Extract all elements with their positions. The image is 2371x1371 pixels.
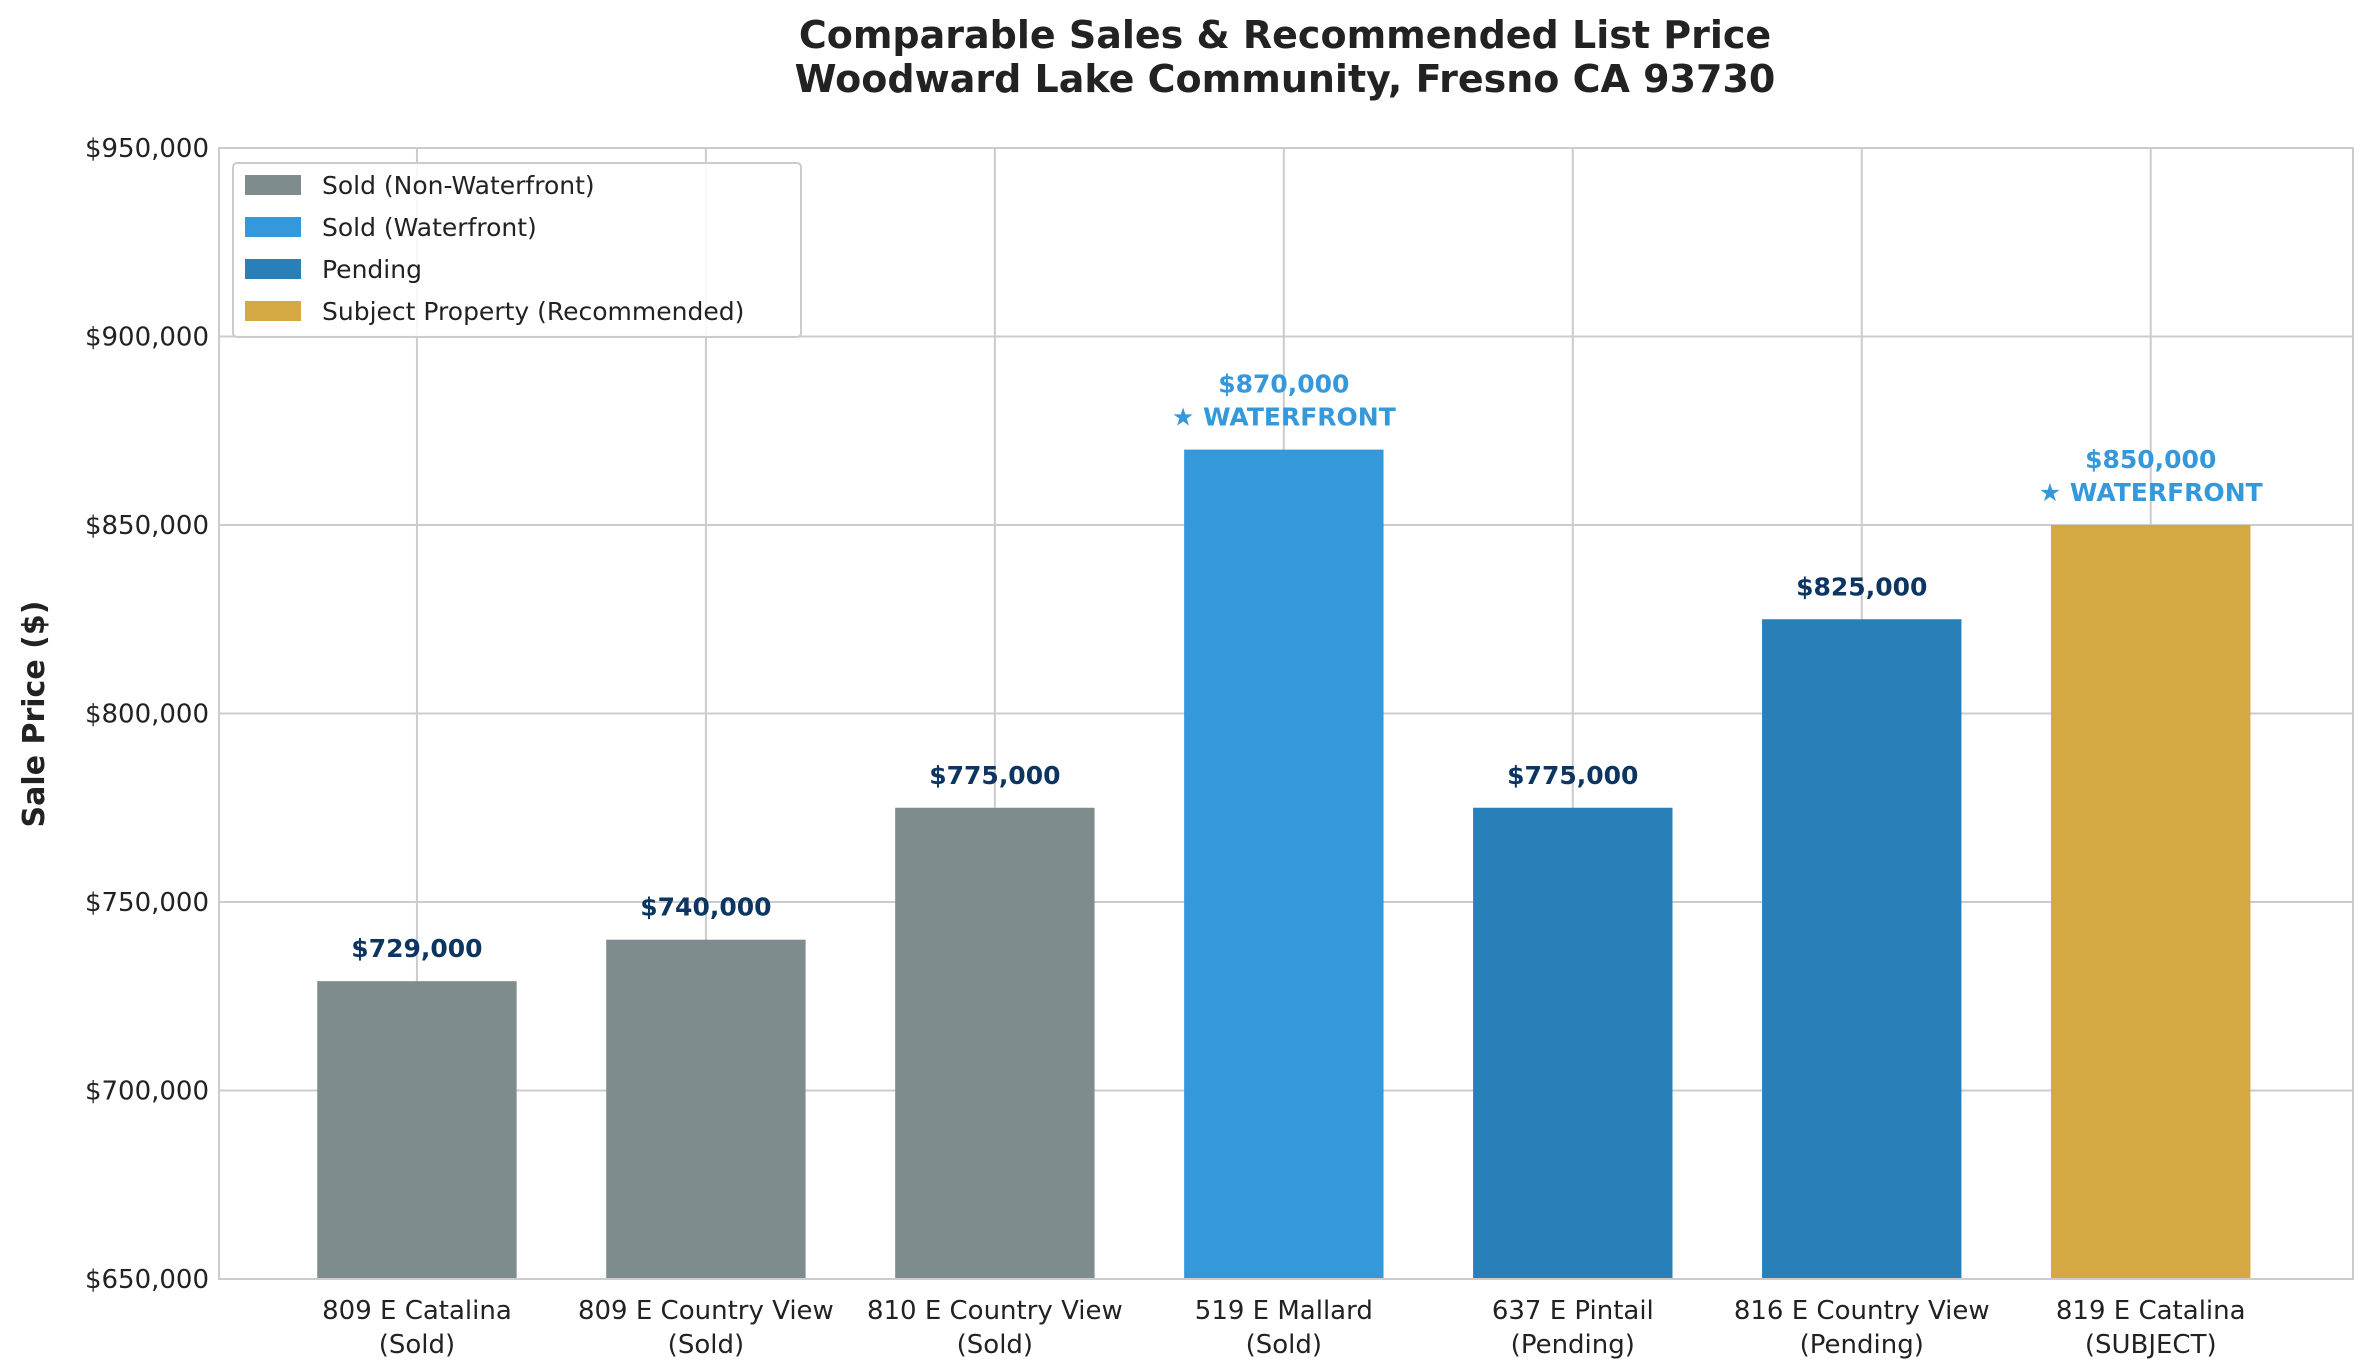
legend: Sold (Non-Waterfront) Sold (Waterfront) Pe… [232,162,802,338]
x-tick-label: 809 E Country View [578,1296,834,1326]
waterfront-label: ★ WATERFRONT [2039,478,2263,507]
data-label: $775,000 [929,761,1060,790]
x-tick-label: 809 E Catalina [322,1296,512,1326]
chart-subtitle: Woodward Lake Community, Fresno CA 93730 [795,57,1776,101]
x-tick-label: (Sold) [379,1330,455,1360]
bar [1184,449,1384,1280]
chart-title: Comparable Sales & Recommended List Pric… [799,13,1771,57]
legend-entry: Pending [322,255,422,284]
x-tick-label: 810 E Country View [867,1296,1123,1326]
y-tick-label: $850,000 [85,511,209,541]
legend-entry: Sold (Waterfront) [322,213,537,242]
legend-swatch [245,259,301,279]
bar [1473,807,1673,1279]
x-tick-label: 816 E Country View [1734,1296,1990,1326]
data-label: $850,000 [2085,445,2216,474]
legend-swatch [245,217,301,237]
bar [2051,525,2251,1279]
y-tick-label: $950,000 [85,134,209,164]
legend-entry: Sold (Non-Waterfront) [322,171,595,200]
x-tick-label: (SUBJECT) [2085,1330,2217,1360]
legend-box [232,162,802,338]
bar [1762,619,1962,1279]
y-tick-label: $800,000 [85,700,209,730]
bar [606,939,806,1279]
data-label: $740,000 [640,893,771,922]
bar [895,807,1095,1279]
y-tick-label: $700,000 [85,1077,209,1107]
data-label: $825,000 [1796,572,1927,601]
data-label: $775,000 [1507,761,1638,790]
y-tick-label: $900,000 [85,323,209,353]
legend-swatch [245,301,301,321]
legend-swatch [245,175,301,195]
y-axis-label: Sale Price ($) [17,601,52,828]
y-tick-label: $650,000 [85,1265,209,1295]
bar [317,981,517,1279]
x-tick-label: 637 E Pintail [1492,1296,1654,1326]
x-tick-label: (Sold) [957,1330,1033,1360]
legend-entry: Subject Property (Recommended) [322,297,744,326]
waterfront-label: ★ WATERFRONT [1172,403,1396,432]
x-tick-label: (Sold) [1246,1330,1322,1360]
data-label: $729,000 [351,934,482,963]
x-tick-label: 819 E Catalina [2056,1296,2246,1326]
x-tick-label: (Pending) [1511,1330,1635,1360]
x-tick-label: 519 E Mallard [1195,1296,1373,1326]
data-label: $870,000 [1218,370,1349,399]
x-tick-label: (Pending) [1800,1330,1924,1360]
y-tick-label: $750,000 [85,888,209,918]
x-tick-label: (Sold) [668,1330,744,1360]
plot-frame [218,147,2354,1280]
